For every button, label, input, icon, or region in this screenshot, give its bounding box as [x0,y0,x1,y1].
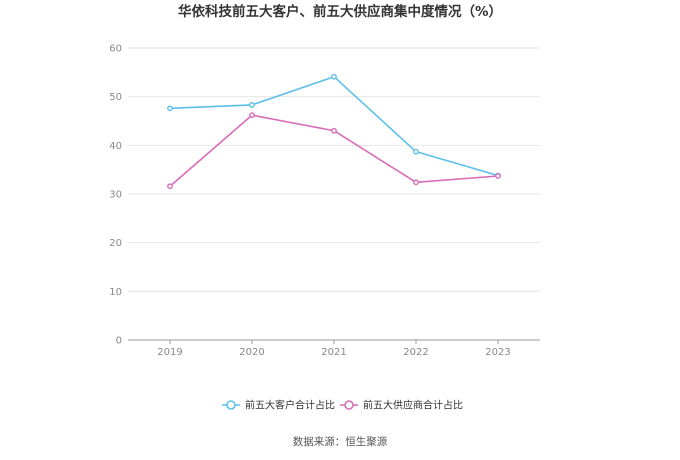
series-line [169,114,499,187]
series-1 [167,73,501,179]
data-point[interactable] [413,148,419,155]
x-tick-label: 2019 [157,347,182,358]
chart-title: 华依科技前五大客户、前五大供应商集中度情况（%） [178,3,502,20]
y-tick-label: 30 [109,190,122,201]
data-point[interactable] [413,179,419,186]
y-tick-label: 50 [109,92,122,103]
x-tick-label: 2021 [321,347,346,358]
data-point[interactable] [249,102,255,108]
data-point[interactable] [331,73,337,80]
x-tick-label: 2023 [485,347,510,358]
legend-label: 前五大客户合计占比 [245,399,335,412]
legend-label: 前五大供应商合计占比 [363,399,463,412]
axes: 0 10 20 30 40 50 60 2019 2020 2021 2022 2023 [109,44,540,358]
y-tick-label: 40 [109,141,122,152]
data-point[interactable] [249,112,255,119]
y-tick-label: 20 [109,238,122,249]
data-point[interactable] [495,173,501,179]
y-tick-label: 60 [109,44,122,55]
series-line [169,75,499,177]
series-group [167,73,501,190]
gridlines [128,47,540,292]
legend-marker-icon [344,400,354,410]
y-tick-label: 0 [116,336,122,347]
data-point[interactable] [167,105,173,112]
x-tick-label: 2020 [239,347,264,358]
legend-item-2[interactable]: 前五大供应商合计占比 [340,399,463,412]
legend[interactable]: 前五大客户合计占比 前五大供应商合计占比 [222,399,463,412]
data-point[interactable] [331,127,337,134]
series-2 [167,112,501,190]
data-point[interactable] [167,183,173,190]
x-tick-label: 2022 [403,347,428,358]
legend-item-1[interactable]: 前五大客户合计占比 [222,399,335,412]
legend-marker-icon [226,400,236,410]
y-tick-label: 10 [109,287,122,298]
data-source-note: 数据来源：恒生聚源 [293,435,388,448]
